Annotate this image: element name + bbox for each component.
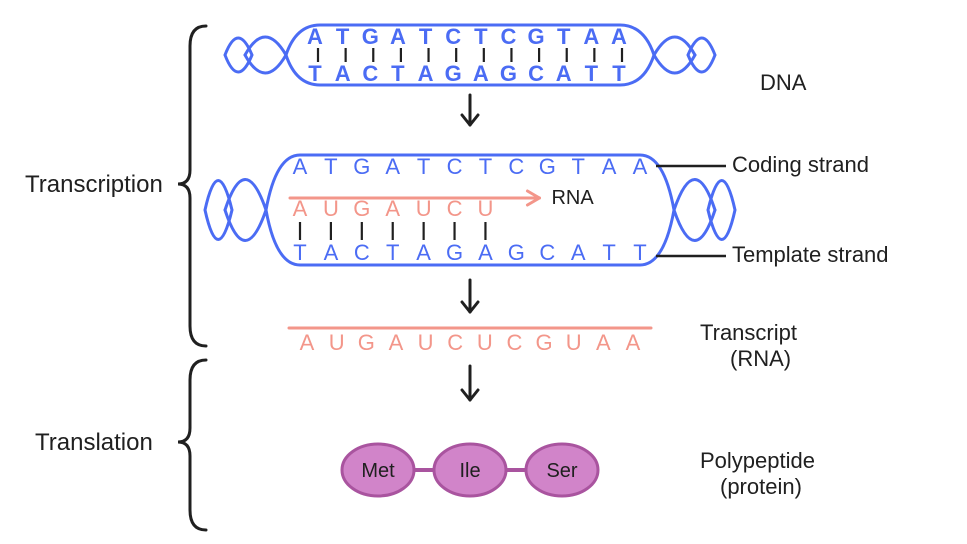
svg-text:G: G — [362, 24, 385, 49]
svg-text:G: G — [358, 330, 375, 355]
svg-text:G: G — [528, 24, 551, 49]
svg-text:A: A — [633, 154, 648, 179]
svg-text:G: G — [353, 196, 370, 221]
svg-text:T: T — [336, 24, 355, 49]
svg-text:G: G — [539, 154, 556, 179]
label-dna: DNA — [760, 70, 807, 95]
svg-text:G: G — [500, 61, 523, 86]
svg-text:G: G — [536, 330, 553, 355]
svg-text:T: T — [612, 61, 631, 86]
svg-text:U: U — [477, 330, 493, 355]
svg-text:A: A — [293, 154, 308, 179]
transcription-row: ATGATCTCGTAATACTAGAGCATTAUGAUCURNACoding… — [205, 152, 889, 267]
svg-text:C: C — [508, 154, 524, 179]
svg-text:A: A — [596, 330, 611, 355]
svg-text:T: T — [571, 154, 584, 179]
svg-text:T: T — [602, 240, 615, 265]
svg-text:C: C — [507, 330, 523, 355]
bracket-transcription — [178, 26, 206, 346]
svg-text:A: A — [418, 61, 440, 86]
label-transcription: Transcription — [25, 171, 163, 198]
svg-text:A: A — [416, 240, 431, 265]
label-polypeptide-l2: (protein) — [720, 474, 802, 499]
svg-text:G: G — [353, 154, 370, 179]
svg-text:A: A — [626, 330, 641, 355]
svg-text:G: G — [445, 61, 468, 86]
label-transcript-l2: (RNA) — [730, 346, 791, 371]
svg-text:U: U — [329, 330, 345, 355]
svg-text:C: C — [539, 240, 555, 265]
svg-text:U: U — [323, 196, 339, 221]
svg-text:T: T — [417, 154, 430, 179]
amino-acid-label: Met — [361, 460, 395, 482]
central-dogma-diagram: TranscriptionTranslationATTAGCATTACGTACG… — [0, 0, 967, 544]
svg-text:T: T — [324, 154, 337, 179]
svg-text:A: A — [583, 24, 605, 49]
svg-text:A: A — [389, 330, 404, 355]
label-template-strand: Template strand — [732, 242, 889, 267]
svg-text:A: A — [602, 154, 617, 179]
svg-text:A: A — [385, 154, 400, 179]
transcript-row: AUGAUCUCGUAATranscript(RNA) — [289, 320, 797, 371]
svg-text:A: A — [307, 24, 329, 49]
label-coding-strand: Coding strand — [732, 152, 869, 177]
amino-acid-label: Ser — [546, 460, 577, 482]
svg-text:U: U — [478, 196, 494, 221]
svg-text:A: A — [385, 196, 400, 221]
label-transcript-l1: Transcript — [700, 320, 797, 345]
label-polypeptide-l1: Polypeptide — [700, 448, 815, 473]
svg-text:C: C — [445, 24, 467, 49]
svg-text:C: C — [447, 196, 463, 221]
svg-text:C: C — [447, 154, 463, 179]
svg-text:T: T — [585, 61, 604, 86]
svg-text:A: A — [335, 61, 357, 86]
svg-text:T: T — [308, 61, 327, 86]
svg-text:A: A — [293, 196, 308, 221]
svg-text:C: C — [447, 330, 463, 355]
svg-text:U: U — [418, 330, 434, 355]
amino-acid-label: Ile — [459, 460, 480, 482]
svg-text:A: A — [300, 330, 315, 355]
svg-text:C: C — [528, 61, 550, 86]
svg-text:C: C — [501, 24, 523, 49]
svg-text:A: A — [473, 61, 495, 86]
svg-text:T: T — [479, 154, 492, 179]
svg-text:T: T — [293, 240, 306, 265]
svg-text:A: A — [556, 61, 578, 86]
svg-text:T: T — [391, 61, 410, 86]
svg-text:T: T — [474, 24, 493, 49]
svg-text:C: C — [354, 240, 370, 265]
svg-text:T: T — [419, 24, 438, 49]
svg-text:U: U — [416, 196, 432, 221]
svg-text:C: C — [362, 61, 384, 86]
svg-text:A: A — [571, 240, 586, 265]
svg-text:A: A — [324, 240, 339, 265]
svg-text:G: G — [446, 240, 463, 265]
polypeptide-row: Met Ile Ser Polypeptide(protein) — [342, 444, 815, 499]
svg-text:T: T — [386, 240, 399, 265]
svg-text:G: G — [508, 240, 525, 265]
svg-text:A: A — [478, 240, 493, 265]
svg-text:T: T — [633, 240, 646, 265]
svg-text:A: A — [390, 24, 412, 49]
svg-text:U: U — [566, 330, 582, 355]
label-rna: RNA — [551, 187, 594, 209]
svg-text:A: A — [611, 24, 633, 49]
bracket-translation — [178, 360, 206, 530]
label-translation: Translation — [35, 429, 153, 456]
dna-row: ATTAGCATTACGTACGGCTAATATDNA — [225, 24, 807, 95]
svg-text:T: T — [557, 24, 576, 49]
